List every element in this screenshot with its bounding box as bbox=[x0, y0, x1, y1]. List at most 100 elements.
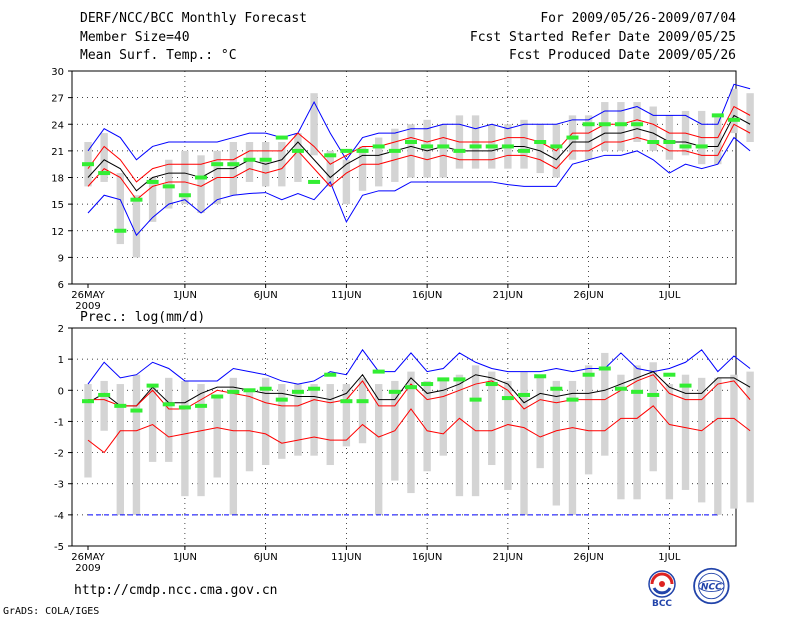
observed-marker bbox=[195, 403, 208, 408]
observed-marker bbox=[291, 389, 304, 394]
observed-marker bbox=[291, 148, 304, 153]
ensemble-box bbox=[439, 124, 447, 178]
observed-marker bbox=[647, 392, 660, 397]
ensemble-box bbox=[116, 173, 124, 245]
observed-marker bbox=[550, 386, 563, 391]
observed-marker bbox=[356, 399, 369, 404]
ensemble-box bbox=[342, 384, 351, 447]
ensemble-box bbox=[326, 384, 334, 466]
precip-variable-label: Prec.: log(mm/d) bbox=[80, 310, 206, 325]
ensemble-box bbox=[294, 384, 302, 456]
observed-marker bbox=[566, 135, 579, 140]
observed-marker bbox=[663, 372, 676, 377]
ensemble-box bbox=[374, 384, 383, 515]
ncc-logo: NCC bbox=[693, 567, 730, 605]
forecast-produced-date: Fcst Produced Date 2009/05/26 bbox=[509, 48, 736, 63]
ensemble-box bbox=[310, 384, 318, 456]
observed-marker bbox=[243, 157, 256, 162]
x-tick-label: 11JUN bbox=[331, 290, 361, 301]
temperature-chart: 6 9 12 15 18 21 24 27 30 26MAY 1JUN 6JUN 11JUN 16JUN 2… bbox=[51, 67, 754, 312]
ensemble-box bbox=[165, 377, 173, 462]
observed-marker bbox=[372, 369, 385, 374]
ensemble-box bbox=[407, 124, 415, 178]
x-tick-label: 1JUN bbox=[173, 290, 197, 301]
ensemble-box bbox=[197, 155, 205, 213]
x-tick-label: 1JUN bbox=[173, 552, 197, 563]
ensemble-box bbox=[165, 159, 173, 209]
series-line-spread_hi bbox=[88, 374, 751, 410]
series-line-max bbox=[87, 348, 751, 385]
observed-marker bbox=[421, 382, 434, 387]
observed-marker bbox=[711, 113, 724, 118]
bcc-logo: BCC bbox=[648, 570, 676, 608]
observed-marker bbox=[98, 171, 111, 176]
observed-marker bbox=[340, 399, 353, 404]
ensemble-box bbox=[665, 115, 674, 160]
x-tick-label: 6JUN bbox=[254, 552, 278, 563]
observed-marker bbox=[324, 372, 337, 377]
ensemble-box bbox=[504, 380, 512, 490]
ensemble-box bbox=[714, 115, 722, 165]
observed-marker bbox=[469, 397, 482, 402]
x-tick-label: 6JUN bbox=[254, 290, 278, 301]
observed-marker bbox=[340, 148, 353, 153]
ensemble-box bbox=[584, 365, 593, 475]
observed-marker bbox=[679, 383, 692, 388]
x-year-label: 2009 bbox=[75, 301, 100, 312]
observed-marker bbox=[211, 162, 224, 167]
series-line-max bbox=[87, 136, 751, 237]
observed-marker bbox=[275, 397, 288, 402]
y-tick-label: 24 bbox=[51, 120, 64, 131]
observed-marker bbox=[518, 148, 531, 153]
observed-marker bbox=[453, 377, 466, 382]
series-line-mean bbox=[87, 371, 751, 407]
ensemble-box bbox=[649, 362, 657, 472]
observed-marker bbox=[178, 193, 191, 198]
observed-marker bbox=[308, 179, 321, 184]
observed-marker bbox=[404, 140, 417, 144]
observed-marker bbox=[130, 197, 143, 202]
ensemble-box bbox=[358, 146, 367, 191]
ensemble-box bbox=[294, 133, 302, 182]
y-tick-label: 27 bbox=[51, 94, 64, 105]
ensemble-box bbox=[197, 384, 205, 497]
ensemble-box bbox=[439, 380, 447, 456]
ensemble-box bbox=[358, 377, 367, 444]
ensemble-box bbox=[148, 177, 157, 222]
observed-marker bbox=[695, 144, 708, 149]
y-tick-label: 30 bbox=[51, 67, 64, 78]
ensemble-box bbox=[116, 384, 124, 515]
forecast-period: For 2009/05/26-2009/07/04 bbox=[540, 11, 736, 26]
observed-marker bbox=[259, 386, 272, 391]
observed-marker bbox=[647, 140, 660, 144]
ensemble-box bbox=[100, 133, 108, 182]
y-tick-label: -2 bbox=[54, 449, 64, 460]
series-line-upper bbox=[87, 83, 751, 161]
ensemble-box bbox=[310, 93, 318, 156]
series-line-spread_lo bbox=[87, 123, 751, 201]
y-tick-label: -1 bbox=[54, 417, 64, 428]
observed-marker bbox=[437, 144, 450, 149]
forecast-start-date: Fcst Started Refer Date 2009/05/25 bbox=[469, 30, 736, 45]
observed-marker bbox=[82, 399, 94, 404]
ensemble-box bbox=[261, 377, 270, 466]
x-tick-label: 26MAY bbox=[71, 552, 105, 563]
member-size: Member Size=40 bbox=[80, 30, 190, 45]
ensemble-box bbox=[245, 142, 254, 182]
ensemble-box bbox=[633, 365, 641, 500]
y-tick-label: -5 bbox=[54, 542, 64, 553]
observed-marker bbox=[485, 382, 498, 387]
x-tick-label: 26MAY bbox=[71, 290, 105, 301]
footer-credit: GrADS: COLA/IGES bbox=[3, 606, 100, 617]
footer-url[interactable]: http://cmdp.ncc.cma.gov.cn bbox=[74, 583, 278, 598]
y-tick-label: 21 bbox=[51, 147, 64, 158]
ensemble-box bbox=[100, 380, 108, 431]
ensemble-box bbox=[213, 396, 221, 478]
observed-marker bbox=[227, 162, 240, 167]
observed-marker bbox=[727, 117, 740, 122]
ensemble-box bbox=[697, 377, 706, 503]
observed-marker bbox=[614, 122, 627, 127]
observed-marker bbox=[388, 389, 401, 394]
y-tick-label: 1 bbox=[58, 355, 64, 366]
observed-marker bbox=[663, 140, 676, 144]
